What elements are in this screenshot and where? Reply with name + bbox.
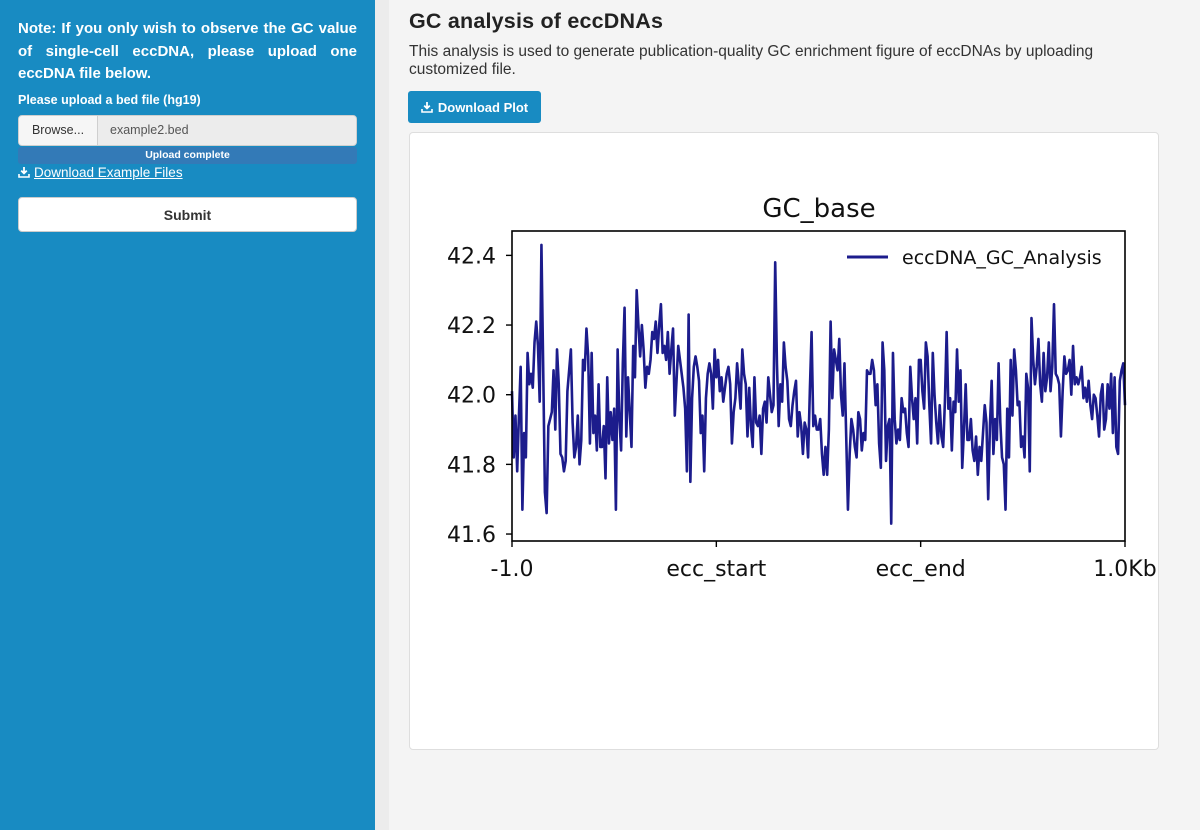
upload-progress-text: Upload complete [145,149,230,161]
y-tick-label: 41.8 [447,453,496,478]
download-example-files-link[interactable]: Download Example Files [18,165,183,180]
file-input[interactable]: Browse... example2.bed [18,114,357,146]
plot-card: GC_base 41.6 41.8 42.0 42.2 42.4 -1.0 ecc_star… [409,132,1159,750]
chart-title: GC_base [762,194,875,224]
sidebar-note: Note: If you only wish to observe the GC… [18,20,357,82]
page-title: GC analysis of eccDNAs [409,9,664,33]
submit-button[interactable]: Submit [18,197,357,232]
y-tick-label: 42.4 [447,244,496,269]
sidebar: Note: If you only wish to observe the GC… [0,0,375,830]
series-line-eccDNA_GC_Analysis [510,243,1127,525]
upload-label: Please upload a bed file (hg19) [18,92,201,107]
download-plot-button[interactable]: Download Plot [408,91,541,123]
download-plot-label: Download Plot [437,99,529,115]
browse-button[interactable]: Browse... [19,115,98,145]
main-gutter [375,0,389,830]
x-tick-label: ecc_start [666,557,766,582]
x-tick-label: ecc_end [876,557,966,582]
y-tick-label: 42.2 [447,314,496,339]
x-tick-label: 1.0Kb [1093,557,1156,582]
download-icon [421,102,433,113]
plot-frame [511,230,1126,542]
download-example-label: Download Example Files [34,164,183,180]
x-tick-label: -1.0 [491,557,534,582]
y-tick-label: 42.0 [447,384,496,409]
page-description: This analysis is used to generate public… [409,43,1094,78]
download-icon [18,167,30,178]
selected-file-name: example2.bed [98,115,356,145]
gc-line-chart: GC_base 41.6 41.8 42.0 42.2 42.4 -1.0 ecc_star… [447,194,1157,582]
y-tick-label: 41.6 [447,523,496,548]
legend-label: eccDNA_GC_Analysis [902,247,1102,269]
upload-progress-bar: Upload complete [18,146,357,164]
